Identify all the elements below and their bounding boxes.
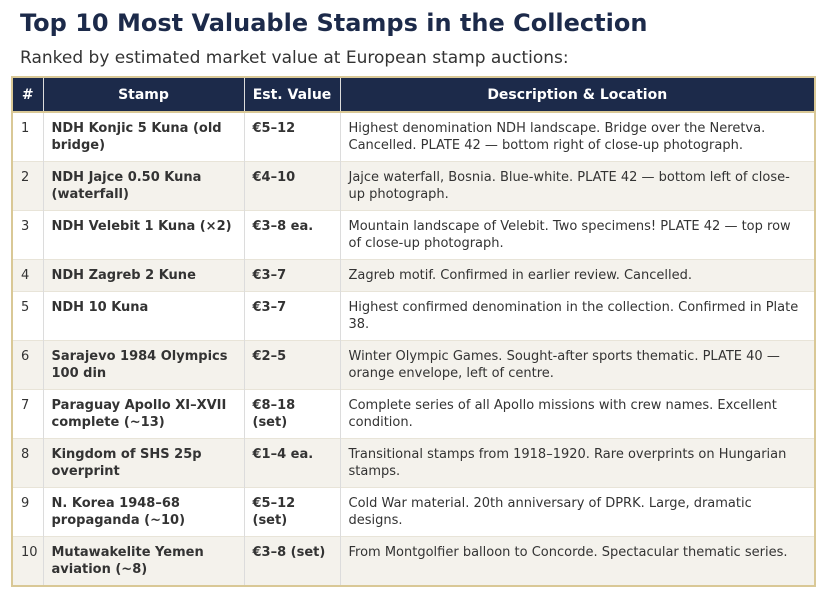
description-cell: Mountain landscape of Velebit. Two speci… [340,210,816,260]
description-cell: Highest confirmed denomination in the co… [340,291,816,341]
description-cell: Highest denomination NDH landscape. Brid… [340,112,816,162]
page-title: Top 10 Most Valuable Stamps in the Colle… [20,9,648,37]
description-cell: Winter Olympic Games. Sought-after sport… [340,340,816,390]
value-cell: €5–12 (set) [244,487,341,537]
value-cell: €1–4 ea. [244,438,341,488]
value-cell: €8–18 (set) [244,389,341,439]
header-value: Est. Value [244,77,341,112]
stamp-cell: N. Korea 1948–68 propaganda (~10) [43,487,245,537]
value-cell: €3–8 ea. [244,210,341,260]
value-cell: €4–10 [244,161,341,211]
table-row: 10 Mutawakelite Yemen aviation (~8) €3–8… [12,536,816,586]
description-cell: Transitional stamps from 1918–1920. Rare… [340,438,816,488]
table-row: 3 NDH Velebit 1 Kuna (×2) €3–8 ea. Mount… [12,210,816,260]
header-description: Description & Location [340,77,816,112]
page-subtitle: Ranked by estimated market value at Euro… [20,48,569,68]
stamp-cell: Paraguay Apollo XI–XVII complete (~13) [43,389,245,439]
header-stamp: Stamp [43,77,245,112]
table-row: 1 NDH Konjic 5 Kuna (old bridge) €5–12 H… [12,112,816,162]
table-row: 9 N. Korea 1948–68 propaganda (~10) €5–1… [12,487,816,537]
stamp-cell: NDH Konjic 5 Kuna (old bridge) [43,112,245,162]
stamp-cell: NDH Zagreb 2 Kune [43,259,245,292]
rank-cell: 5 [12,291,44,341]
value-cell: €3–8 (set) [244,536,341,586]
value-cell: €3–7 [244,259,341,292]
value-cell: €3–7 [244,291,341,341]
table-header: # Stamp Est. Value Description & Locatio… [12,77,816,112]
stamp-cell: NDH 10 Kuna [43,291,245,341]
rank-cell: 9 [12,487,44,537]
stamp-cell: Kingdom of SHS 25p overprint [43,438,245,488]
rank-cell: 8 [12,438,44,488]
header-row: # Stamp Est. Value Description & Locatio… [12,77,816,112]
value-cell: €2–5 [244,340,341,390]
stamp-cell: NDH Jajce 0.50 Kuna (waterfall) [43,161,245,211]
stamps-table: # Stamp Est. Value Description & Locatio… [11,76,816,587]
table-row: 4 NDH Zagreb 2 Kune €3–7 Zagreb motif. C… [12,259,816,292]
description-cell: Complete series of all Apollo missions w… [340,389,816,439]
description-cell: Jajce waterfall, Bosnia. Blue-white. PLA… [340,161,816,211]
header-rank: # [12,77,44,112]
rank-cell: 1 [12,112,44,162]
table-row: 7 Paraguay Apollo XI–XVII complete (~13)… [12,389,816,439]
table-row: 2 NDH Jajce 0.50 Kuna (waterfall) €4–10 … [12,161,816,211]
stamp-cell: NDH Velebit 1 Kuna (×2) [43,210,245,260]
table-body: 1 NDH Konjic 5 Kuna (old bridge) €5–12 H… [12,112,816,586]
rank-cell: 6 [12,340,44,390]
rank-cell: 4 [12,259,44,292]
rank-cell: 3 [12,210,44,260]
rank-cell: 2 [12,161,44,211]
table-row: 8 Kingdom of SHS 25p overprint €1–4 ea. … [12,438,816,488]
rank-cell: 7 [12,389,44,439]
stamp-cell: Sarajevo 1984 Olympics 100 din [43,340,245,390]
table-row: 6 Sarajevo 1984 Olympics 100 din €2–5 Wi… [12,340,816,390]
rank-cell: 10 [12,536,44,586]
description-cell: Cold War material. 20th anniversary of D… [340,487,816,537]
value-cell: €5–12 [244,112,341,162]
stamp-cell: Mutawakelite Yemen aviation (~8) [43,536,245,586]
table-row: 5 NDH 10 Kuna €3–7 Highest confirmed den… [12,291,816,341]
document: Top 10 Most Valuable Stamps in the Colle… [11,9,816,587]
description-cell: From Montgolfier balloon to Concorde. Sp… [340,536,816,586]
description-cell: Zagreb motif. Confirmed in earlier revie… [340,259,816,292]
